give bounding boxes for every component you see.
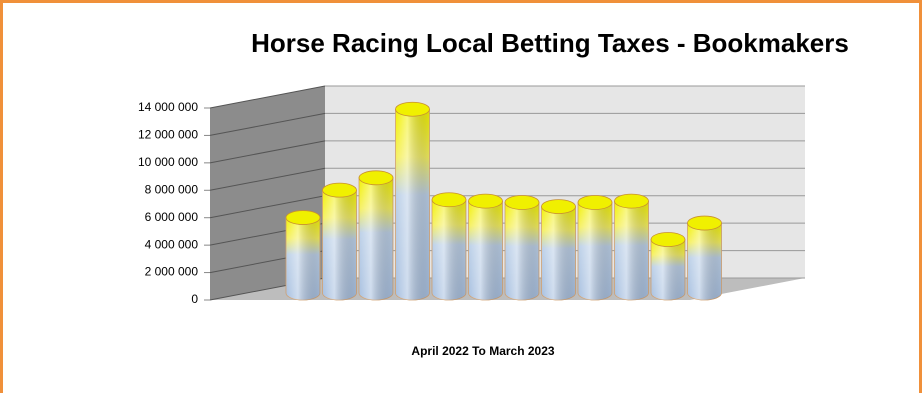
bar [687, 215, 722, 301]
bar-top [285, 210, 321, 225]
bar-shade [687, 223, 722, 300]
bar-shade [505, 202, 539, 300]
bar-top [541, 199, 576, 215]
y-tick-label: 2 000 000 [145, 265, 199, 279]
bar-shade [286, 217, 320, 300]
bar [322, 182, 357, 301]
bar-top [395, 101, 430, 117]
bar [577, 195, 613, 301]
y-tick-label: 4 000 000 [145, 237, 199, 251]
y-tick-label: 6 000 000 [145, 210, 199, 224]
bar-top [468, 193, 503, 209]
bar-shade [395, 109, 430, 300]
grid-line [209, 195, 326, 219]
grid-line [209, 85, 326, 109]
bar [504, 195, 540, 301]
bar-top [322, 182, 357, 198]
bar-shade [614, 201, 649, 300]
grid-line [209, 140, 326, 164]
bar [541, 199, 576, 301]
bar-top [614, 193, 649, 209]
bar-shade [651, 239, 685, 300]
bar-shade [468, 201, 503, 300]
bar-top [504, 195, 540, 210]
y-tick-label: 10 000 000 [138, 155, 198, 169]
bar [650, 232, 686, 301]
y-tick-label: 0 [191, 292, 198, 306]
chart-title: Horse Racing Local Betting Taxes - Bookm… [251, 28, 849, 58]
x-axis-label: April 2022 To March 2023 [411, 344, 555, 358]
bar-top [358, 170, 394, 186]
grid-line [209, 167, 326, 191]
bar [358, 170, 394, 301]
bar-shade [541, 206, 576, 300]
grid-line [209, 112, 326, 136]
bar-shade [578, 202, 612, 300]
bar-top [577, 195, 613, 210]
y-tick-label: 12 000 000 [138, 128, 198, 142]
bar [395, 101, 430, 301]
bar-shade [359, 177, 393, 300]
bar [614, 193, 649, 301]
bar-top [650, 232, 686, 247]
bar [431, 192, 467, 301]
y-tick-label: 14 000 000 [138, 100, 198, 114]
bar [285, 210, 321, 301]
bar [468, 193, 503, 301]
bar-shade [322, 190, 357, 300]
y-tick-label: 8 000 000 [145, 182, 199, 196]
bar-shade [432, 199, 466, 300]
bar-top [431, 192, 467, 208]
bar-top [687, 215, 722, 231]
